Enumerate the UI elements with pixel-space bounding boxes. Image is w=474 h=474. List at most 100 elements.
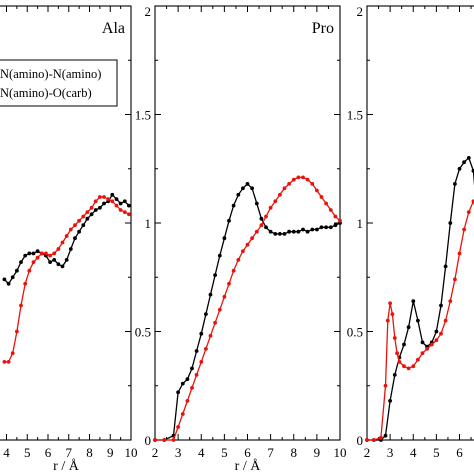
data-point-n-n <box>388 399 392 403</box>
data-point-n-n <box>217 253 222 258</box>
data-point-n-n <box>122 199 127 204</box>
y-tick-label: 2 <box>145 4 152 19</box>
data-point-n-n <box>315 227 319 232</box>
data-point-n-o <box>102 195 106 199</box>
data-point-n-n <box>60 264 65 269</box>
data-point-n-o <box>429 342 434 347</box>
data-point-n-o <box>390 312 395 316</box>
data-point-n-o <box>333 214 338 219</box>
data-point-n-o <box>44 251 48 256</box>
x-tick-label: 5 <box>221 445 228 460</box>
data-point-n-n <box>282 232 287 236</box>
data-point-n-o <box>64 234 69 238</box>
data-point-n-o <box>310 182 315 186</box>
data-point-n-n <box>208 292 213 297</box>
data-point-n-n <box>31 251 36 256</box>
y-tick-label: 1.5 <box>135 108 151 123</box>
data-point-n-n <box>23 253 28 258</box>
data-point-n-o <box>194 373 199 377</box>
data-point-n-o <box>434 338 439 343</box>
x-tick-label: 4 <box>198 445 205 460</box>
x-tick-label: 7 <box>267 445 274 460</box>
legend-entry: N(amino)-N(amino) <box>0 67 101 81</box>
series-line-n-o <box>367 199 474 441</box>
x-tick-label: 2 <box>364 445 371 460</box>
data-point-n-o <box>383 383 388 388</box>
data-point-n-n <box>231 203 236 208</box>
data-point-n-o <box>6 360 11 364</box>
data-point-n-n <box>73 236 77 241</box>
data-point-n-o <box>448 299 453 303</box>
data-point-n-o <box>315 188 319 193</box>
x-tick-label: 2 <box>152 445 159 460</box>
data-point-n-n <box>383 433 388 438</box>
data-point-n-o <box>23 281 28 286</box>
data-point-n-n <box>273 232 278 236</box>
x-tick-label: 8 <box>86 445 93 460</box>
data-point-n-o <box>278 192 282 197</box>
data-point-n-n <box>19 260 23 264</box>
panel-label: Ala <box>102 20 125 37</box>
data-point-n-n <box>411 299 416 303</box>
data-point-n-o <box>259 223 264 228</box>
x-tick-label: 9 <box>314 445 321 460</box>
data-point-n-n <box>190 366 194 371</box>
data-point-n-n <box>85 216 90 221</box>
data-point-n-n <box>126 203 131 208</box>
data-point-n-n <box>245 182 250 186</box>
data-point-n-o <box>245 242 250 247</box>
data-point-n-n <box>118 201 123 206</box>
data-point-n-o <box>122 210 127 215</box>
x-axis-label: r / Å <box>53 458 80 474</box>
x-tick-label: 6 <box>45 445 52 460</box>
data-point-n-o <box>425 347 429 351</box>
data-point-n-n <box>448 221 453 225</box>
x-tick-label: 10 <box>334 445 347 460</box>
data-point-n-n <box>68 247 73 251</box>
data-point-n-o <box>379 435 383 440</box>
data-point-n-o <box>236 258 241 262</box>
data-point-n-o <box>208 333 213 338</box>
x-tick-label: 4 <box>410 445 417 460</box>
data-point-n-n <box>453 182 457 186</box>
data-point-n-o <box>457 251 462 256</box>
data-point-n-o <box>282 186 287 191</box>
data-point-n-n <box>176 390 181 395</box>
data-point-n-o <box>85 210 90 215</box>
data-point-n-o <box>372 438 376 442</box>
y-tick-label: 0 <box>145 433 152 448</box>
data-point-n-n <box>10 275 15 280</box>
data-point-n-n <box>462 160 466 165</box>
data-point-n-n <box>434 329 439 334</box>
data-point-n-n <box>457 166 462 171</box>
data-point-n-o <box>213 320 218 325</box>
x-tick-label: 3 <box>387 445 394 460</box>
data-point-n-o <box>2 360 7 364</box>
data-point-n-n <box>77 229 81 234</box>
data-point-n-n <box>180 381 185 386</box>
legend-box <box>0 59 118 107</box>
data-point-n-n <box>93 208 98 212</box>
data-point-n-o <box>254 229 259 234</box>
data-point-n-n <box>406 325 411 330</box>
series-line-n-n <box>155 183 341 441</box>
data-point-n-o <box>462 227 466 232</box>
data-point-n-n <box>333 223 338 228</box>
data-point-n-o <box>338 218 342 223</box>
data-point-n-o <box>162 438 167 442</box>
data-point-n-n <box>466 156 471 160</box>
data-point-n-n <box>259 216 264 221</box>
data-point-n-n <box>89 212 94 217</box>
x-tick-label: 10 <box>125 445 138 460</box>
data-point-n-o <box>204 347 208 351</box>
data-point-n-n <box>52 258 57 262</box>
data-point-n-n <box>194 349 199 353</box>
data-point-n-n <box>250 186 255 191</box>
data-point-n-o <box>185 399 190 403</box>
data-point-n-o <box>264 214 268 219</box>
x-tick-label: 4 <box>3 445 10 460</box>
data-point-n-n <box>416 318 420 323</box>
data-point-n-o <box>77 218 81 223</box>
data-point-n-n <box>301 227 305 232</box>
series-line-n-n <box>367 156 474 441</box>
